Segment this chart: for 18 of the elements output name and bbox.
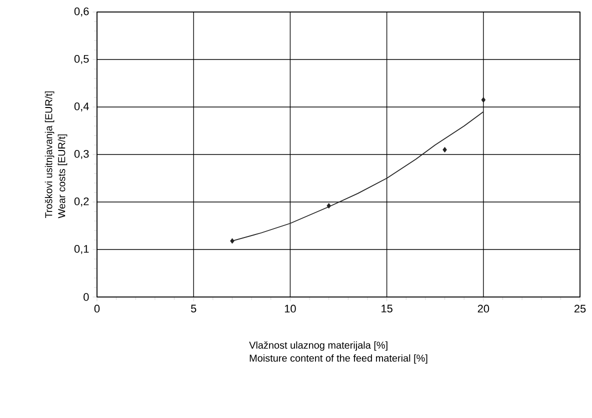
x-tick-label: 5	[190, 304, 196, 312]
x-tick-label: 0	[94, 304, 100, 313]
y-tick-label: 0,5	[74, 54, 89, 64]
y-tick-label: 0,4	[74, 102, 89, 112]
point	[326, 203, 331, 209]
y-tick-label: 0,3	[74, 150, 89, 160]
x-tick-label: 15	[382, 304, 392, 312]
y-tick-label: 0	[84, 293, 89, 301]
y-axis-title: Troškovi usitnjavanja [EUR/t] Wear costs [EUR/t]	[44, 91, 68, 218]
x-tick-label: 10	[284, 304, 296, 313]
point	[481, 97, 486, 103]
y-tick-label: 0,1	[74, 244, 89, 254]
point	[230, 238, 234, 244]
y-tick-label: 0,2	[74, 197, 89, 207]
x-tick-label: 20	[478, 304, 490, 313]
x-tick-label: 25	[574, 304, 586, 313]
y-tick-label: 0,6	[74, 7, 89, 17]
x-axis-title: Vlažnost ulaznog materijala [%] Moisture content of the feed material [%]	[249, 341, 428, 364]
